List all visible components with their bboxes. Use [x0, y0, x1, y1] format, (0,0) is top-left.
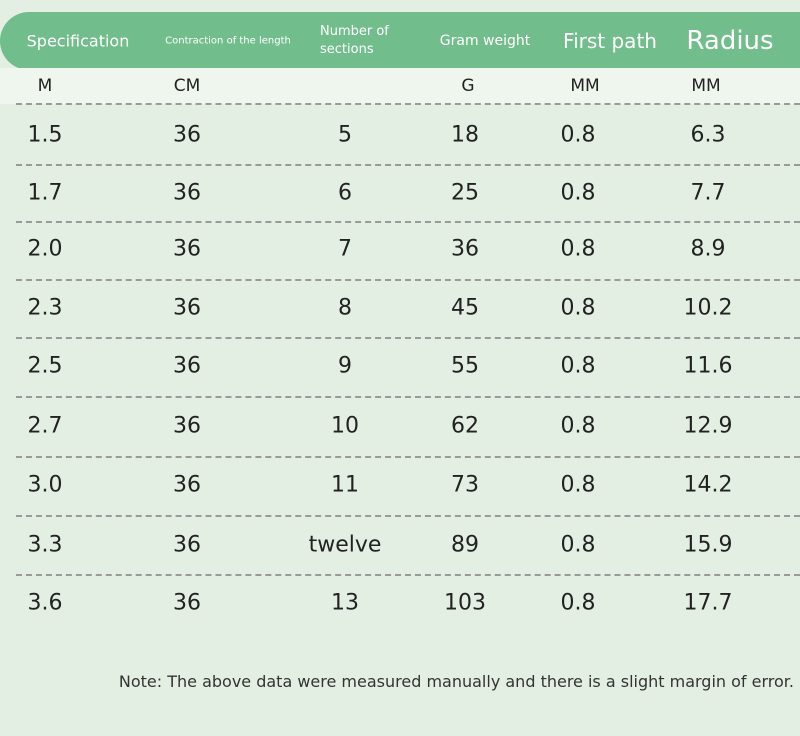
table-cell: 0.8 — [560, 236, 596, 262]
table-cell: 2.3 — [27, 295, 63, 321]
table-cell: 36 — [173, 122, 201, 148]
table-cell: 13 — [331, 590, 359, 616]
column-unit: G — [461, 76, 475, 96]
column-header: Specification — [26, 31, 130, 51]
header-bar — [0, 12, 800, 70]
row-divider — [16, 278, 800, 281]
table-cell: 36 — [451, 236, 479, 262]
table-cell: 11 — [331, 472, 359, 498]
table-cell: 11.6 — [683, 353, 733, 379]
table-cell: 0.8 — [560, 180, 596, 206]
table-cell: 5 — [338, 122, 352, 148]
table-cell: 15.9 — [683, 532, 733, 558]
table-cell: 55 — [451, 353, 479, 379]
table-cell: 36 — [173, 590, 201, 616]
table-cell: 0.8 — [560, 590, 596, 616]
table-cell: 6 — [338, 180, 352, 206]
row-divider — [16, 396, 800, 398]
column-unit: CM — [173, 76, 201, 96]
table-cell: 36 — [173, 353, 201, 379]
table-cell: 7.7 — [690, 180, 726, 206]
table-cell: 36 — [173, 295, 201, 321]
table-cell: 3.6 — [27, 590, 63, 616]
table-cell: 0.8 — [560, 413, 596, 439]
table-cell: 62 — [451, 413, 479, 439]
table-cell: 1.7 — [27, 180, 63, 206]
table-cell: 0.8 — [560, 472, 596, 498]
table-cell: 36 — [173, 236, 201, 262]
column-unit: M — [37, 76, 53, 96]
table-cell: 1.5 — [27, 122, 63, 148]
column-header: Contraction of the length — [165, 35, 291, 47]
table-cell: 3.0 — [27, 472, 63, 498]
table-cell: 0.8 — [560, 122, 596, 148]
table-cell: 36 — [173, 413, 201, 439]
table-cell: 14.2 — [683, 472, 733, 498]
unit-band — [0, 68, 800, 104]
row-divider — [16, 221, 800, 223]
table-cell: 36 — [173, 180, 201, 206]
table-cell: 9 — [338, 353, 352, 379]
table-cell: 2.5 — [27, 353, 63, 379]
note: Note: The above data were measured manua… — [118, 672, 794, 691]
table-cell: 2.7 — [27, 413, 63, 439]
table-cell: 0.8 — [560, 353, 596, 379]
table-cell: 73 — [451, 472, 479, 498]
table-cell: 8 — [338, 295, 352, 321]
table-cell: 0.8 — [560, 295, 596, 321]
column-header: Radius — [686, 26, 774, 56]
row-divider — [16, 103, 800, 105]
table-cell: 10.2 — [683, 295, 733, 321]
table-cell: 45 — [451, 295, 479, 321]
table-cell: 0.8 — [560, 532, 596, 558]
row-divider — [16, 515, 800, 517]
table-cell: 3.3 — [27, 532, 63, 558]
table-cell: 17.7 — [683, 590, 733, 616]
table-cell: 12.9 — [683, 413, 733, 439]
table-cell: 36 — [173, 532, 201, 558]
row-divider — [16, 164, 800, 166]
table-cell: 89 — [451, 532, 479, 558]
table-cell: 10 — [331, 413, 359, 439]
table-cell: 8.9 — [690, 236, 726, 262]
row-divider — [16, 455, 800, 458]
table-cell: 103 — [444, 590, 486, 616]
table-cell: 6.3 — [690, 122, 726, 148]
row-divider — [16, 337, 800, 339]
table-cell: 36 — [173, 472, 201, 498]
table-cell: 2.0 — [27, 236, 63, 262]
column-header: First path — [563, 29, 657, 53]
table-cell: twelve — [308, 532, 382, 558]
row-divider — [16, 574, 800, 576]
column-unit: MM — [691, 76, 721, 96]
column-unit: MM — [570, 76, 600, 96]
table-cell: 7 — [338, 236, 352, 262]
column-header: Number of sections — [320, 24, 389, 57]
column-header: Gram weight — [439, 33, 531, 49]
table-cell: 18 — [451, 122, 479, 148]
table-cell: 25 — [451, 180, 479, 206]
